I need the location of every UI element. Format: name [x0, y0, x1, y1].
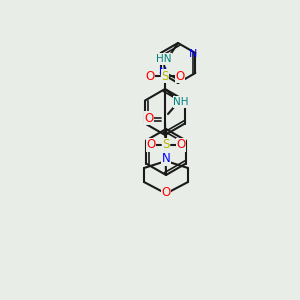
Text: O: O	[146, 139, 156, 152]
Text: O: O	[161, 185, 171, 199]
Text: N: N	[158, 67, 167, 77]
Text: N: N	[189, 49, 197, 59]
Text: O: O	[144, 112, 154, 124]
Text: S: S	[162, 139, 170, 152]
Text: O: O	[176, 139, 186, 152]
Text: O: O	[146, 70, 154, 83]
Text: N: N	[162, 152, 170, 166]
Text: O: O	[176, 70, 184, 83]
Text: NH: NH	[173, 97, 189, 107]
Text: S: S	[161, 70, 169, 83]
Text: HN: HN	[156, 54, 172, 64]
